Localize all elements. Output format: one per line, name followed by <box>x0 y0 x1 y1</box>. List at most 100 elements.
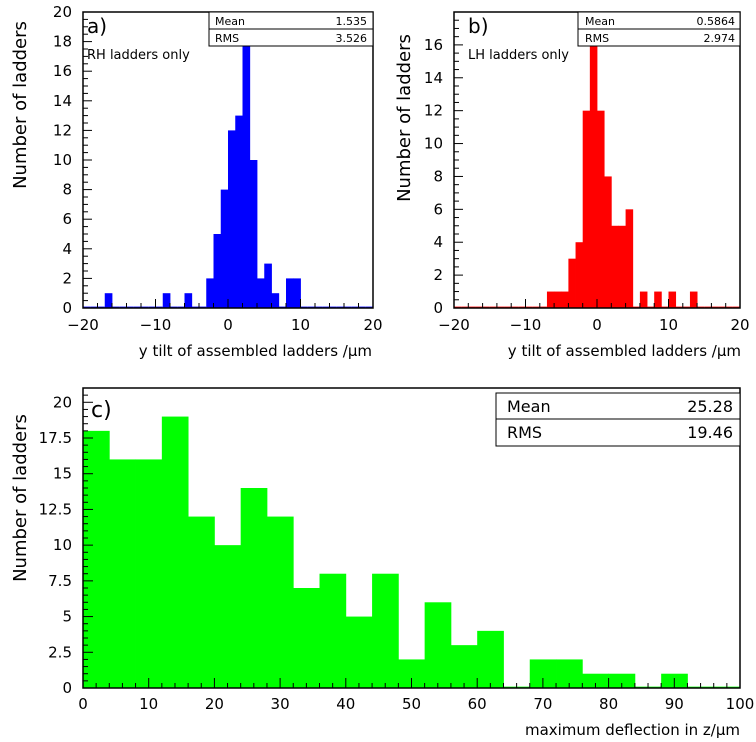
y-tick-label: 17.5 <box>39 429 72 447</box>
histogram-bar <box>214 545 242 688</box>
x-tick-label: 0 <box>592 316 602 334</box>
y-tick-label: 10 <box>424 135 443 153</box>
x-axis-ticks: −20 −10 0 10 20 <box>438 299 750 334</box>
x-tick-label: 20 <box>205 695 224 713</box>
histogram-bar <box>109 459 136 688</box>
histogram-bar <box>266 516 294 688</box>
histogram-bar <box>264 263 272 308</box>
y-tick-label: 4 <box>433 233 443 251</box>
y-tick-label: 8 <box>433 167 443 185</box>
histogram-bar <box>293 588 320 688</box>
histogram-bar <box>689 291 698 308</box>
histogram-bar <box>228 130 236 308</box>
histogram-bar <box>345 616 373 688</box>
x-tick-label: 10 <box>291 316 310 334</box>
histogram-bar <box>286 278 294 308</box>
stats-mean-label: Mean <box>507 397 551 416</box>
y-tick-label: 5 <box>62 608 72 626</box>
stats-box: Mean 0.5864 RMS 2.974 <box>577 11 741 47</box>
x-tick-label: −20 <box>438 316 470 334</box>
y-axis-ticks: 0 2.5 5 7.5 10 12.5 15 17.5 20 <box>39 387 93 697</box>
y-tick-label: 20 <box>53 393 72 411</box>
y-tick-label: 14 <box>53 92 72 110</box>
x-tick-label: −10 <box>140 316 172 334</box>
x-tick-label: −20 <box>67 316 99 334</box>
histogram-bar <box>450 645 478 688</box>
y-tick-label: 12 <box>424 102 443 120</box>
x-axis-label: y tilt of assembled ladders /μm <box>508 342 741 360</box>
histogram-bar <box>604 176 612 308</box>
histogram-bar <box>611 225 619 308</box>
x-tick-label: 0 <box>223 316 233 334</box>
stats-rms-value: 2.974 <box>704 32 736 45</box>
histogram-bar <box>188 516 215 688</box>
panel-label: c) <box>91 398 112 423</box>
x-tick-label: 100 <box>726 695 755 713</box>
y-tick-label: 0 <box>62 299 72 317</box>
y-tick-label: 12.5 <box>39 500 72 518</box>
histogram-bar <box>589 44 598 308</box>
y-tick-label: 15 <box>53 465 72 483</box>
stats-mean-value: 1.535 <box>336 15 368 28</box>
y-tick-label: 0 <box>62 679 72 697</box>
histogram-bar <box>240 488 268 688</box>
y-tick-label: 2 <box>62 269 72 287</box>
histogram-bar <box>668 291 677 308</box>
x-axis-label: maximum deflection in z/μm <box>525 721 740 739</box>
y-tick-label: 6 <box>433 200 443 218</box>
histogram-bar <box>161 416 189 688</box>
stats-mean-value: 0.5864 <box>697 15 736 28</box>
histogram-bar <box>162 293 171 308</box>
stats-rms-label: RMS <box>585 32 609 45</box>
x-tick-label: −10 <box>510 316 542 334</box>
histogram-bar <box>249 160 258 308</box>
y-axis-ticks: 0 2 4 6 8 10 12 14 16 18 20 <box>53 3 92 317</box>
histogram-bar <box>206 278 214 308</box>
y-tick-label: 18 <box>53 33 72 51</box>
stats-mean-value: 25.28 <box>687 397 733 416</box>
histogram-bar <box>561 291 569 308</box>
x-tick-label: 90 <box>665 695 684 713</box>
y-tick-label: 16 <box>53 62 72 80</box>
y-tick-label: 4 <box>62 240 72 258</box>
histogram-bar <box>184 293 193 308</box>
histogram-bars <box>83 41 373 308</box>
x-tick-label: 20 <box>363 316 382 334</box>
panel-a: −20 −10 0 10 20 0 2 4 6 8 10 12 14 16 18 20 a) RH ladd… <box>10 3 383 360</box>
histogram-bar <box>220 189 229 308</box>
x-tick-label: 60 <box>468 695 487 713</box>
y-tick-label: 14 <box>424 69 443 87</box>
panel-label: b) <box>468 14 489 38</box>
y-tick-label: 10 <box>53 151 72 169</box>
histogram-bar <box>135 459 163 688</box>
histogram-bar <box>257 278 265 308</box>
stats-box: Mean 25.28 RMS 19.46 <box>495 392 741 447</box>
panel-label: a) <box>87 14 107 38</box>
stats-rms-value: 3.526 <box>336 32 368 45</box>
y-axis-label: Number of ladders <box>10 414 31 582</box>
x-axis-ticks: 0 10 20 30 40 50 60 70 80 90 100 <box>78 678 754 713</box>
histogram-bars <box>454 44 740 308</box>
x-tick-label: 10 <box>139 695 158 713</box>
histogram-bar <box>372 573 399 688</box>
x-tick-label: 70 <box>533 695 552 713</box>
histogram-bar <box>582 110 591 308</box>
histogram-bar <box>546 291 555 308</box>
panel-c: 0 10 20 30 40 50 60 70 80 90 100 0 2.5 5 7.5 10 12.5 15 1… <box>10 387 754 739</box>
x-tick-label: 20 <box>730 316 749 334</box>
histogram-bar <box>625 209 634 308</box>
histogram-bar <box>293 278 301 308</box>
x-axis-label: y tilt of assembled ladders /μm <box>139 342 372 360</box>
histogram-bars <box>83 416 740 688</box>
panel-b: −20 −10 0 10 20 0 2 4 6 8 10 12 14 16 b) LH ladders … <box>394 11 750 360</box>
histogram-bar <box>104 293 113 308</box>
y-tick-label: 0 <box>433 299 443 317</box>
histogram-bar <box>477 630 504 688</box>
x-tick-label: 10 <box>659 316 678 334</box>
y-tick-label: 8 <box>62 181 72 199</box>
histogram-bar <box>213 234 222 308</box>
histogram-bar <box>424 602 452 688</box>
histogram-bar <box>639 291 648 308</box>
histogram-bar <box>654 291 662 308</box>
